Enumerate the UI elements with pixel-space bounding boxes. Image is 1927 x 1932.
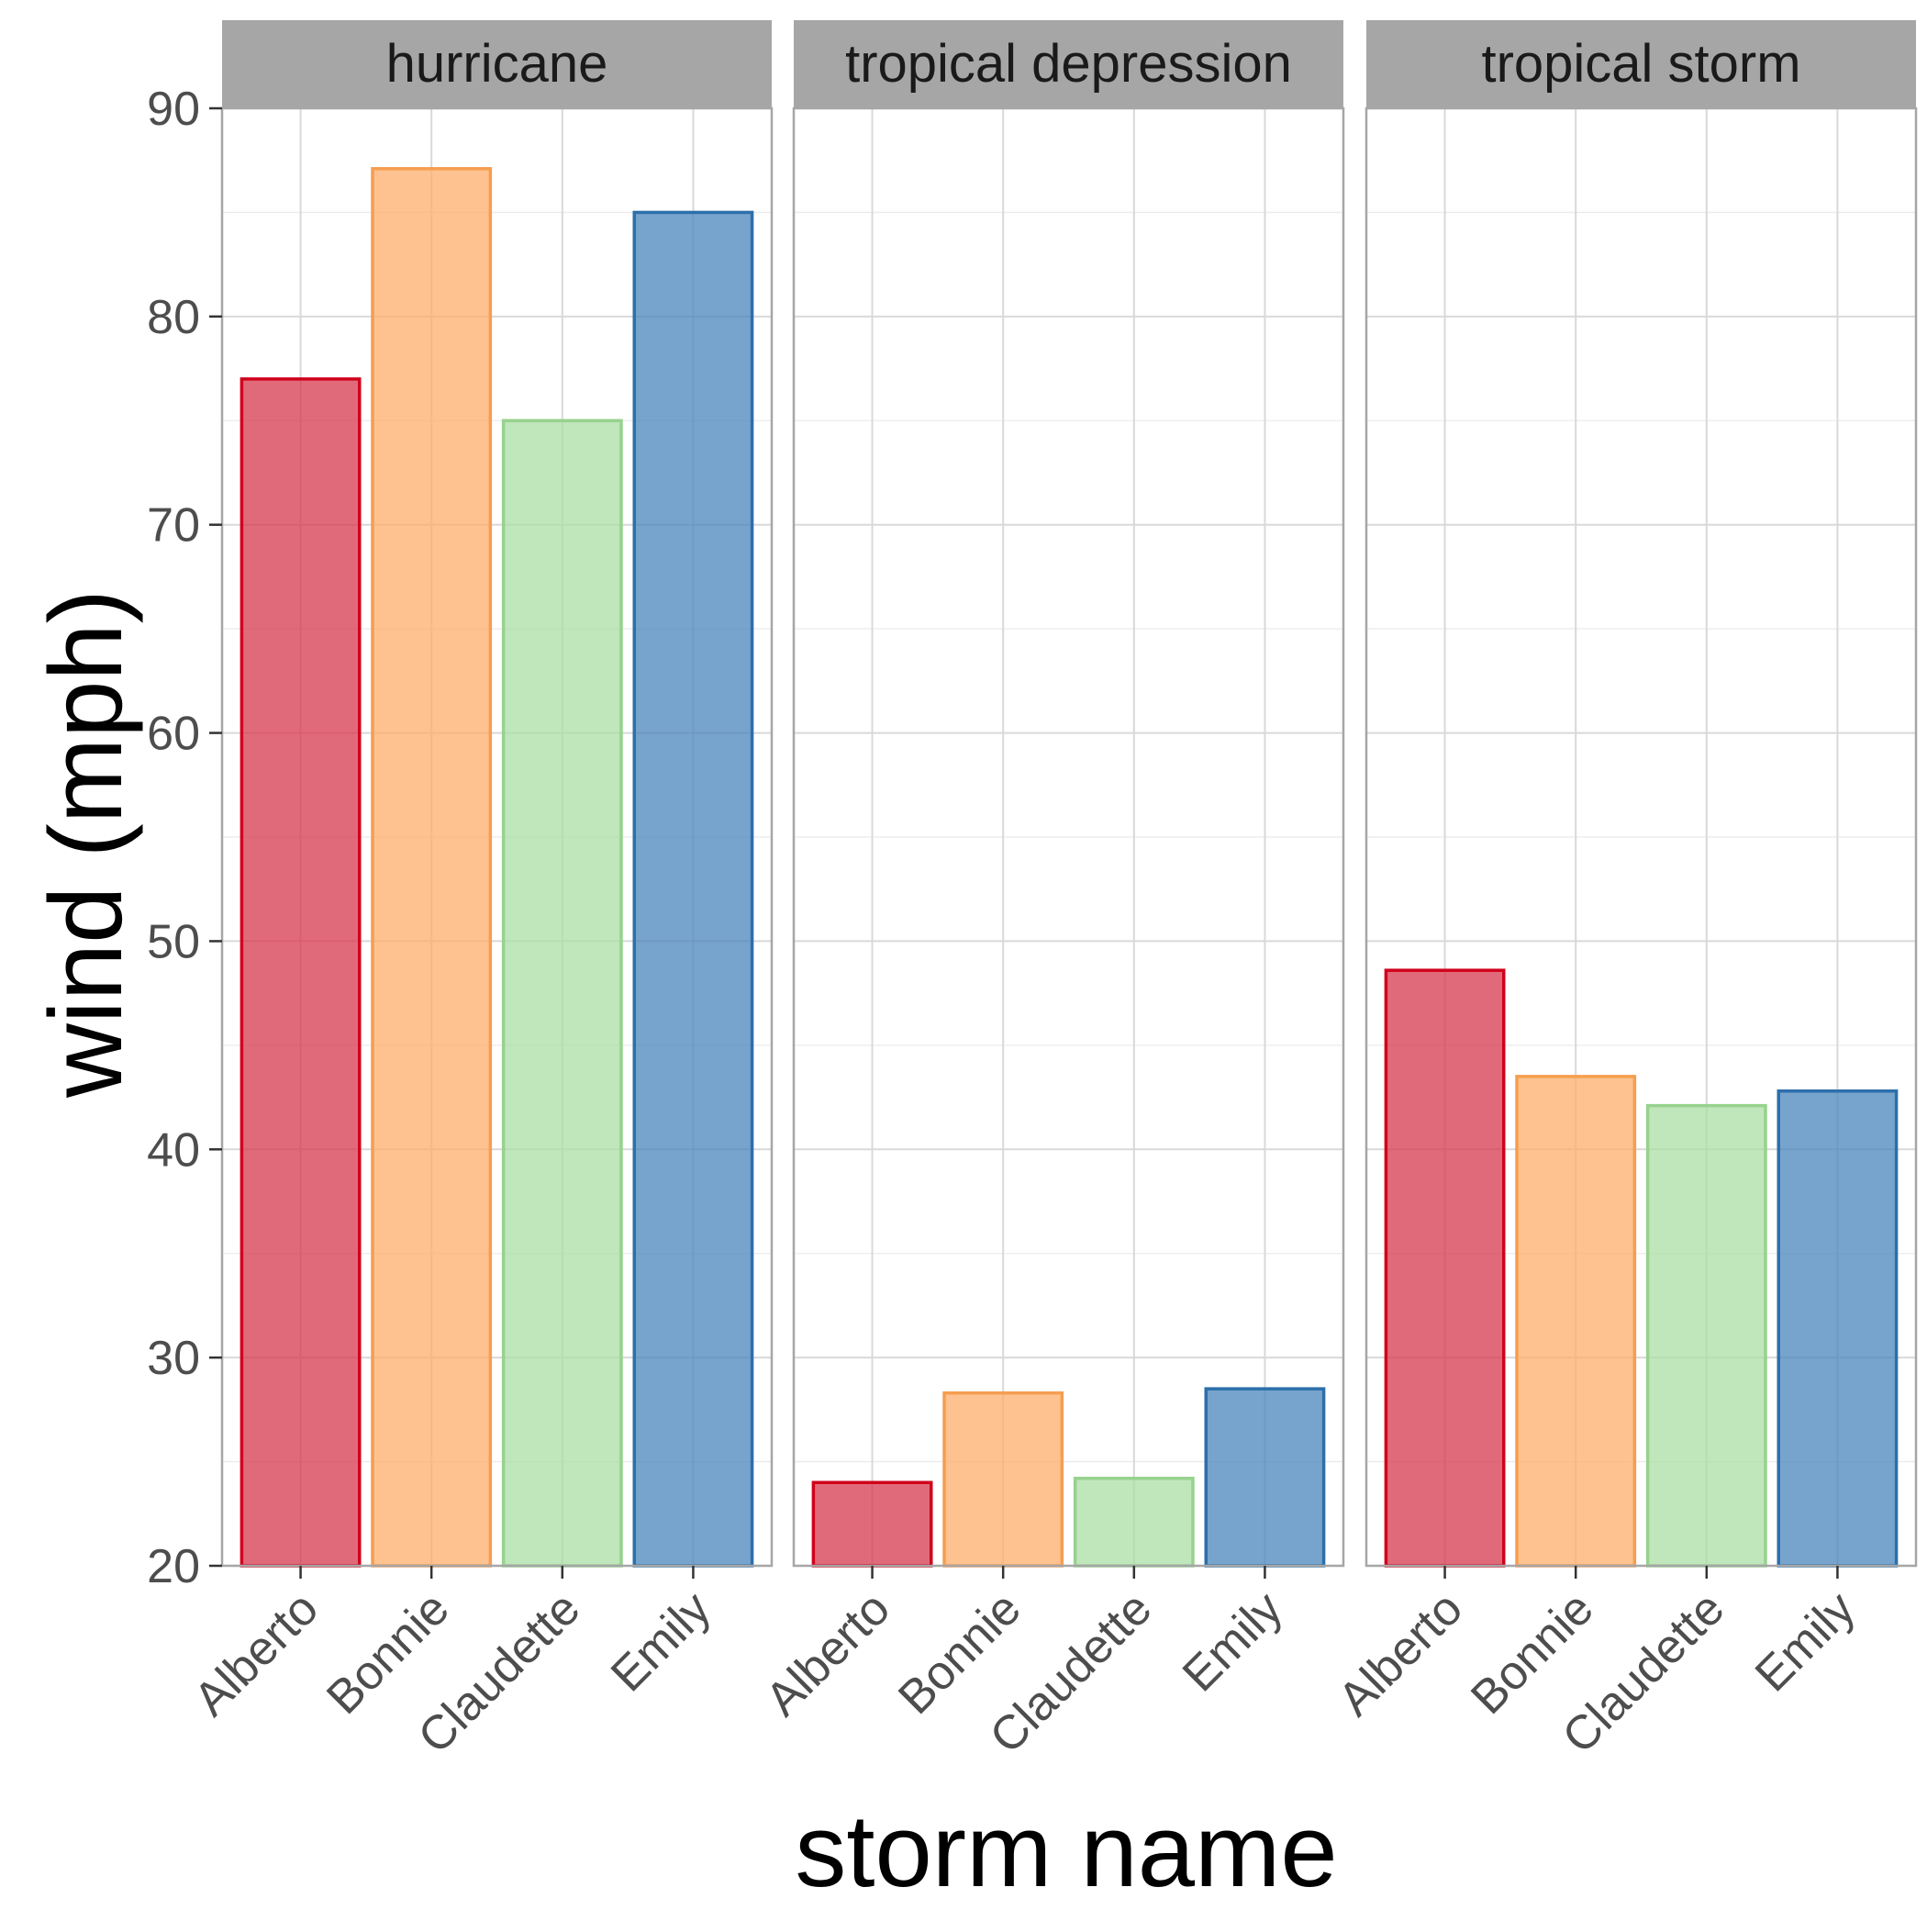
bar-bonnie	[371, 167, 493, 1568]
bar-emily	[1777, 1089, 1899, 1568]
y-tick-label: 30	[147, 1332, 200, 1385]
y-tick-label: 90	[147, 83, 200, 136]
panel-tropical-depression: tropical depressionAlbertoBonnieClaudett…	[756, 20, 1345, 1764]
y-tick-label: 60	[147, 708, 200, 761]
y-tick-label: 80	[147, 291, 200, 344]
bar-claudette	[1073, 1476, 1195, 1568]
bar-alberto	[239, 377, 362, 1568]
bar-bonnie	[942, 1390, 1064, 1568]
y-tick-label: 20	[147, 1540, 200, 1593]
y-tick-label: 70	[147, 499, 200, 553]
bar-emily	[1204, 1387, 1326, 1568]
facet-strip-label: tropical storm	[1481, 34, 1800, 94]
bar-alberto	[1384, 968, 1506, 1568]
bar-emily	[632, 210, 754, 1568]
bar-alberto	[811, 1480, 933, 1568]
bar-bonnie	[1515, 1075, 1637, 1568]
facet-strip-label: tropical depression	[845, 34, 1292, 94]
x-axis-title: storm name	[795, 1793, 1337, 1908]
facet-strip	[1366, 20, 1916, 108]
x-tick-label: Emily	[601, 1581, 721, 1702]
y-axis: 20 30 40 50 60 70 80 90	[147, 83, 222, 1593]
y-tick-label: 50	[147, 915, 200, 968]
bar-claudette	[501, 419, 623, 1568]
y-axis-title: wind (mph)	[28, 589, 143, 1099]
x-tick-label: Emily	[1173, 1581, 1293, 1702]
x-tick-label: Emily	[1745, 1581, 1866, 1702]
x-tick-label: Alberto	[1329, 1581, 1474, 1726]
y-tick-label: 40	[147, 1123, 200, 1177]
facet-strip-label: hurricane	[386, 34, 608, 94]
x-tick-label: Alberto	[184, 1581, 329, 1726]
bar-claudette	[1645, 1103, 1767, 1568]
facet-strip	[794, 20, 1343, 108]
facet-strip	[222, 20, 772, 108]
x-tick-label: Alberto	[756, 1581, 901, 1726]
